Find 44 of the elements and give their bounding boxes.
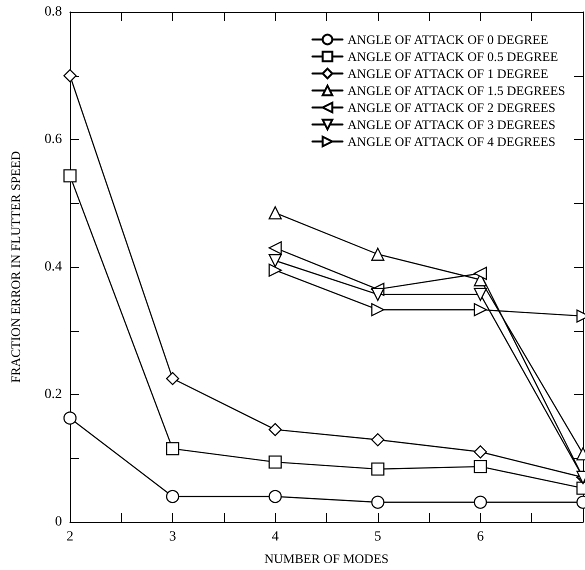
point [268,206,282,220]
point [474,303,487,316]
point [371,288,384,302]
point [474,445,487,458]
legend-label: ANGLE OF ATTACK OF 0 DEGREE [347,32,548,47]
y-axis-title: FRACTION ERROR IN FLUTTER SPEED [8,151,23,383]
point [268,241,282,254]
x-tick-label: 2 [66,530,74,544]
x-tick-label: 3 [169,530,176,544]
point [371,248,384,261]
point [371,462,384,476]
point [166,442,180,456]
point [63,411,77,425]
y-tick-label: 0.6 [44,132,62,147]
x-axis-title: NUMBER OF MODES [264,551,389,566]
legend-label: ANGLE OF ATTACK OF 0.5 DEGREE [347,49,558,64]
x-tick-label: 5 [374,530,382,544]
y-tick-label: 0.2 [44,387,62,402]
point [474,460,487,474]
point [474,496,487,509]
x-tick-label: 4 [272,530,279,544]
x-tick-label: 6 [476,530,484,544]
y-tick-label: 0.8 [44,4,62,20]
point [268,455,282,469]
legend-label: ANGLE OF ATTACK OF 1 DEGREE [347,66,548,81]
point [166,490,180,504]
point [474,266,487,280]
point [268,422,282,436]
point [166,372,180,386]
y-tick-label: 0.4 [44,260,62,274]
y-tick-label: 0 [55,514,62,530]
point [268,490,282,504]
legend-label: ANGLE OF ATTACK OF 3 DEGREES [347,117,556,132]
point [268,264,282,277]
point [63,169,77,182]
point [371,433,384,446]
legend-label: ANGLE OF ATTACK OF 4 DEGREES [347,134,556,149]
legend-label: ANGLE OF ATTACK OF 1.5 DEGREES [347,83,566,98]
point [474,288,487,302]
legend-label: ANGLE OF ATTACK OF 2 DEGREES [347,100,556,115]
point [63,69,77,82]
point [371,303,384,316]
point [268,254,282,268]
point [371,496,384,509]
